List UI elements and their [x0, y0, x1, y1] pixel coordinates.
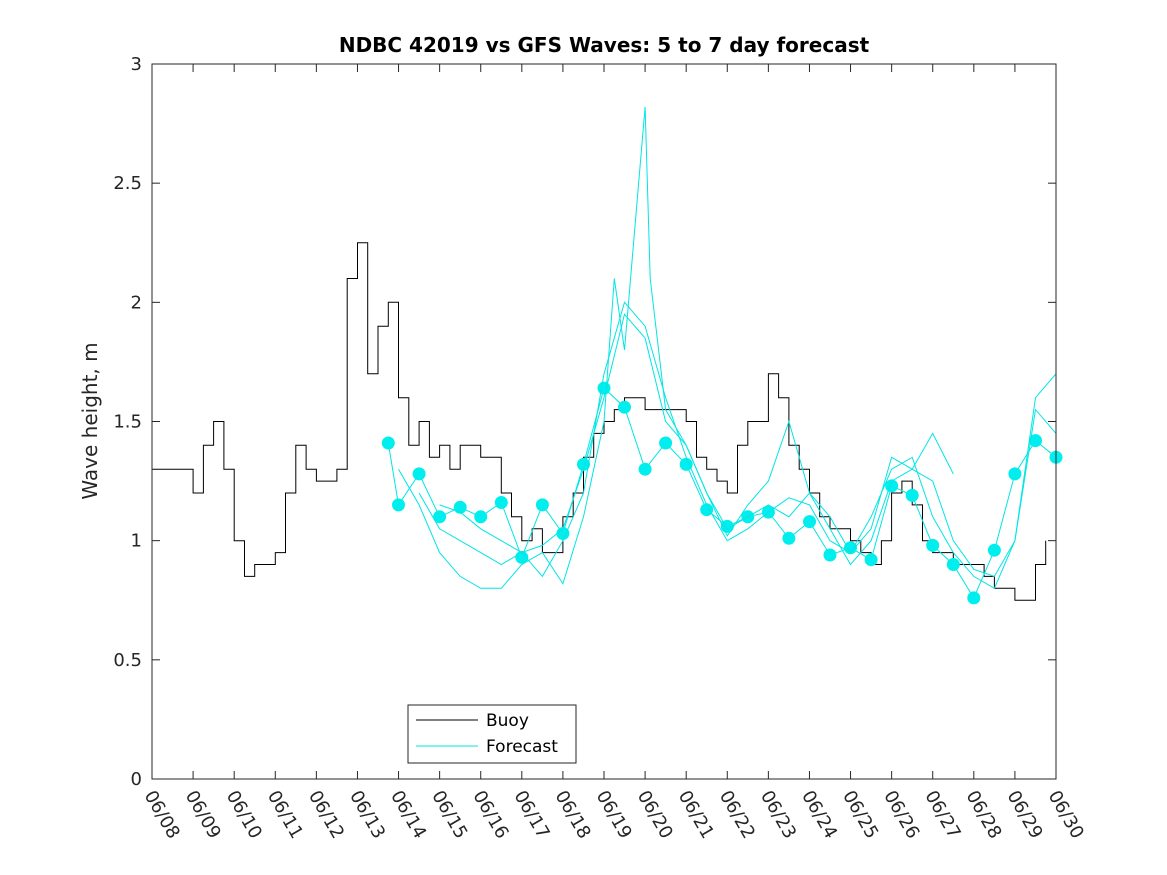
forecast-point [823, 548, 837, 562]
forecast-series-line [418, 301, 1057, 590]
legend-label-buoy: Buoy [486, 711, 529, 731]
x-tick-label: 06/16 [468, 787, 512, 842]
x-tick-label: 06/08 [140, 787, 184, 842]
x-tick-label: 06/18 [551, 787, 595, 842]
x-tick-label: 06/20 [633, 787, 677, 842]
buoy-series-line [152, 242, 1047, 601]
forecast-point [494, 496, 508, 509]
x-tick-label: 06/12 [304, 787, 348, 842]
forecast-point [987, 543, 1001, 557]
y-tick-label: 1 [131, 531, 142, 552]
forecast-point [597, 381, 611, 395]
forecast-point [967, 591, 981, 605]
x-tick-label: 06/15 [427, 787, 471, 842]
forecast-point [946, 558, 960, 571]
x-tick-label: 06/28 [961, 787, 1005, 842]
forecast-point [782, 531, 796, 545]
legend: Buoy Forecast [407, 704, 577, 764]
plot-frame [151, 63, 1057, 780]
forecast-point [392, 498, 405, 512]
forecast-point [381, 436, 395, 450]
x-tick-label: 06/17 [509, 787, 553, 842]
y-axis-label: Wave height, m [78, 342, 102, 499]
x-tick-label: 06/24 [797, 787, 841, 842]
legend-label-forecast: Forecast [486, 737, 558, 757]
chart-title: NDBC 42019 vs GFS Waves: 5 to 7 day fore… [339, 33, 870, 57]
forecast-point [679, 457, 693, 471]
forecast-point [433, 510, 447, 524]
forecast-point [803, 515, 816, 529]
forecast-point [556, 527, 570, 540]
forecast-point [659, 436, 673, 450]
y-tick-label: 0 [131, 769, 142, 790]
forecast-point [474, 510, 488, 524]
x-tick-label: 06/13 [345, 787, 389, 842]
x-tick-label: 06/11 [263, 787, 307, 842]
x-tick-label: 06/29 [1003, 787, 1047, 842]
x-tick-label: 06/09 [181, 787, 225, 842]
forecast-series-line [439, 313, 1057, 578]
forecast-series-line [387, 387, 1057, 599]
forecast-point [905, 488, 919, 502]
y-tick-label: 1.5 [113, 412, 142, 433]
x-tick-label: 06/14 [386, 787, 430, 842]
forecast-point [1008, 467, 1022, 481]
x-tick-label: 06/27 [920, 787, 964, 842]
forecast-point [577, 457, 590, 471]
x-tick-label: 06/30 [1044, 787, 1088, 842]
x-tick-label: 06/23 [756, 787, 800, 842]
forecast-point [412, 467, 426, 481]
forecast-point [618, 400, 631, 414]
x-tick-label: 06/25 [838, 787, 882, 842]
forecast-point [864, 553, 878, 567]
y-tick-label: 3 [131, 54, 142, 75]
x-tick-label: 06/21 [674, 787, 718, 842]
y-tick-label: 0.5 [113, 650, 142, 671]
forecast-point [926, 538, 940, 552]
x-tick-label: 06/10 [222, 787, 266, 842]
forecast-point [1029, 434, 1042, 448]
forecast-series-line [398, 106, 954, 589]
x-tick-label: 06/22 [715, 787, 759, 842]
legend-box [407, 704, 577, 764]
x-tick-label: 06/26 [879, 787, 923, 842]
y-tick-label: 2 [131, 292, 142, 313]
x-tick-label: 06/19 [592, 787, 636, 842]
y-tick-label: 2.5 [113, 173, 142, 194]
forecast-point [700, 503, 714, 517]
forecast-point [535, 498, 549, 512]
forecast-point [638, 462, 652, 476]
